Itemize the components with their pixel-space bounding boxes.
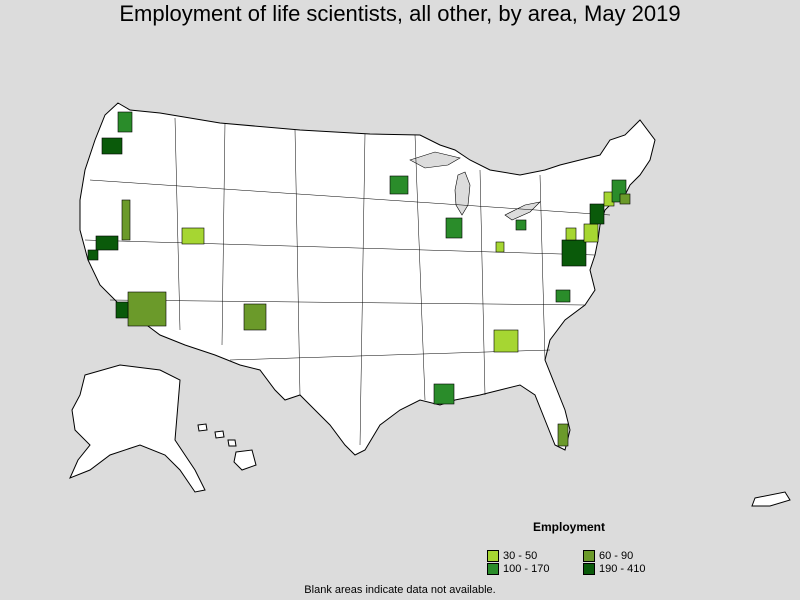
lake-michigan [454, 171, 471, 216]
legend-label: 30 - 50 [503, 550, 538, 562]
legend-item-100-170: 100 - 170 [487, 563, 583, 575]
alaska [69, 364, 206, 493]
lake-superior [409, 151, 461, 169]
legend-label: 100 - 170 [503, 563, 550, 575]
hawaii [197, 423, 257, 471]
legend-item-60-90: 60 - 90 [583, 550, 679, 562]
puerto-rico [751, 491, 791, 507]
legend-swatch [487, 563, 499, 575]
legend-swatch [583, 550, 595, 562]
legend-label: 60 - 90 [599, 550, 634, 562]
legend-swatch [487, 550, 499, 562]
legend-label: 190 - 410 [599, 563, 646, 575]
legend: Employment 30 - 50 60 - 90 100 - 170 190… [487, 520, 687, 575]
map-title: Employment of life scientists, all other… [119, 1, 681, 26]
employment-regions [87, 111, 631, 447]
footnote: Blank areas indicate data not available. [304, 584, 496, 596]
legend-title: Employment [533, 520, 606, 534]
legend-swatch [583, 563, 595, 575]
lake-erie [504, 201, 541, 221]
area-boundaries [84, 117, 611, 446]
contiguous-us [79, 102, 656, 456]
legend-item-30-50: 30 - 50 [487, 550, 583, 562]
legend-item-190-410: 190 - 410 [583, 563, 679, 575]
